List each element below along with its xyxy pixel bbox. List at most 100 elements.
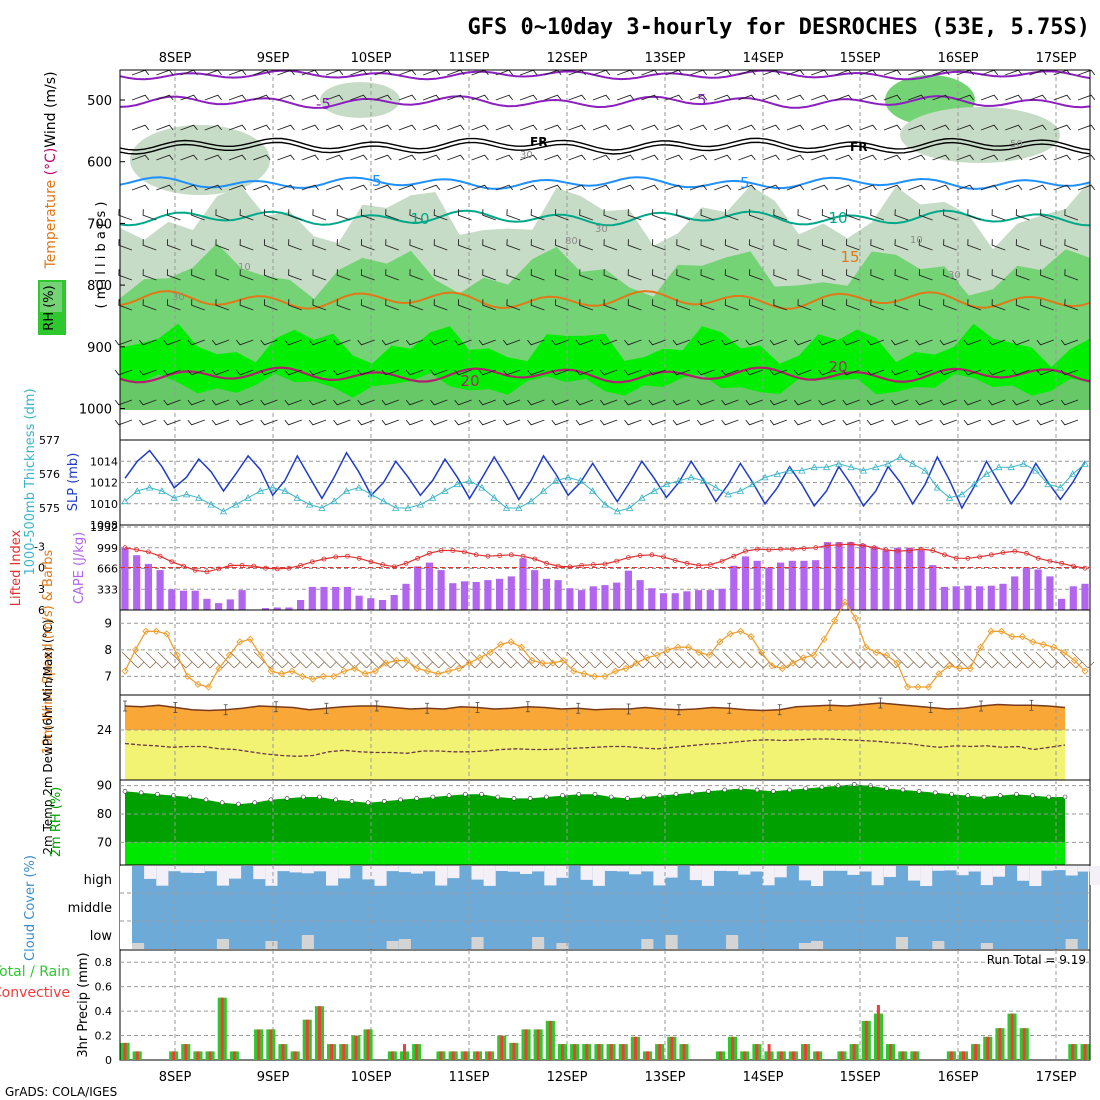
cape-bar: [741, 556, 750, 610]
lifted-index-point: [333, 554, 339, 560]
wind-barb: [502, 399, 521, 406]
wind-barb: [381, 339, 399, 346]
wind-barb: [263, 269, 278, 281]
precip-convective-bar: [475, 1051, 479, 1060]
wind-barb: [398, 94, 417, 101]
wind-barb: [187, 419, 205, 426]
thickness-point: [429, 493, 437, 501]
precip-convective-bar: [561, 1044, 564, 1060]
wind-barb: [1036, 399, 1054, 406]
wind-barb: [980, 154, 999, 161]
temp-2m-label: 2m Temp 2m DewPt (6hr Min/Max) (°C): [41, 619, 55, 854]
wind-barb: [721, 419, 739, 426]
temp-tick-label: 24: [97, 723, 112, 737]
rh2m-point: [1062, 794, 1068, 800]
cape-bar: [870, 546, 878, 610]
slp-thickness-panel: 1008 1010 1012 1014 575 576 577 1000-500mb Thi…: [23, 388, 1091, 576]
wind-barb: [544, 154, 562, 161]
temp-minmax-bar: [525, 701, 530, 713]
lifted-index-point: [380, 562, 386, 568]
wind-barb: [350, 184, 368, 191]
thickness-point: [601, 500, 609, 508]
wind-barb-10m: [506, 651, 530, 669]
precip-convective-bar: [512, 1042, 516, 1060]
wind-barb: [519, 184, 538, 191]
temp-minmax-bar: [475, 702, 480, 713]
precip-convective-bar: [342, 1044, 346, 1060]
precip-convective-bar: [208, 1051, 212, 1060]
lifted-index-point: [204, 569, 210, 575]
thickness-point: [761, 473, 769, 481]
wind-barb: [769, 339, 788, 346]
rh2m-point: [365, 800, 371, 806]
wind-barb: [284, 369, 302, 376]
cloud-high-gap: [871, 866, 884, 886]
wind-barb: [357, 419, 375, 426]
lifted-index-point: [708, 562, 713, 568]
wind-barb: [575, 399, 594, 406]
wind-barb: [842, 399, 860, 406]
cloud-low-gap: [471, 937, 484, 949]
contour-labels: -5 5 FR FR 5 5 10 10 15 20 20 30 30 50 80 10 10 30 30: [172, 91, 1023, 390]
cape-bar: [121, 547, 129, 610]
cape-lifted-panel: 333 666 999 1332 -3 0 3 6 Lifted Index CAPE (J/…: [9, 521, 1091, 617]
thickness-point: [244, 493, 252, 501]
wind-speed-point: [883, 651, 891, 659]
rh2m-point: [900, 787, 906, 793]
cape-bar: [671, 593, 679, 610]
wind-barb: [915, 369, 933, 376]
wind-barb: [471, 94, 489, 101]
precip-convective-bar: [232, 1051, 236, 1060]
wind-barb: [842, 369, 860, 376]
wind-speed-point: [340, 667, 348, 675]
lifted-index-point: [754, 546, 760, 552]
precip-convective-bar: [804, 1044, 807, 1060]
rh2m-point: [592, 791, 598, 797]
precip-convective-bar: [220, 997, 224, 1060]
top-tick-label: 9SEP: [257, 51, 290, 66]
precip-convective-bar: [184, 1044, 188, 1060]
wind-barb: [641, 124, 659, 131]
cape-bar: [437, 570, 445, 610]
wind-speed-point: [163, 630, 171, 638]
wind-barb: [409, 209, 424, 221]
wind-barb: [648, 419, 666, 426]
wind-barb: [187, 399, 205, 406]
rh2m-point: [511, 796, 517, 801]
wind-barb: [616, 124, 635, 131]
wind-barb: [579, 299, 594, 311]
wind-barb-10m: [710, 651, 734, 669]
upper-air-panel: -5 5 FR FR 5 5 10 10 15 20 20 30 30 50 80 10 10 30 30 500 6…: [38, 69, 1096, 441]
precip-convective-bar: [536, 1029, 540, 1060]
lifted-index-line: [122, 541, 1088, 575]
cloud-high-gap: [701, 866, 714, 886]
wind-barb: [1064, 239, 1079, 251]
wind-speed-point: [757, 648, 766, 657]
wind-barb: [676, 239, 691, 251]
wind-barb: [236, 369, 254, 376]
cloud-cover-panel: high middle low Cloud Cover (%): [23, 855, 1100, 961]
temp-minmax-bar: [223, 704, 228, 716]
wind-barb-10m: [915, 651, 938, 669]
cape-bar: [917, 550, 925, 610]
wind-barb: [215, 269, 230, 281]
wind-barb: [786, 184, 805, 191]
wind-speed-point: [173, 651, 181, 659]
wind-barb: [284, 419, 302, 426]
wind-barb: [599, 419, 618, 426]
thickness-point: [121, 497, 129, 505]
thickness-point: [945, 493, 954, 501]
wind-barb: [301, 154, 319, 161]
wind-barb: [846, 239, 860, 251]
thickness-point: [195, 493, 203, 501]
wind-barb: [672, 399, 691, 406]
wind-barb: [114, 419, 133, 426]
wind-barb: [1060, 369, 1079, 376]
wind-barb: [721, 369, 739, 376]
wind-barb: [1064, 299, 1079, 311]
wind-barb: [724, 209, 739, 221]
slp-tick-label: 1010: [90, 498, 118, 511]
lifted-index-point: [743, 548, 748, 554]
cape-bar: [765, 567, 773, 610]
thickness-point: [256, 487, 265, 494]
